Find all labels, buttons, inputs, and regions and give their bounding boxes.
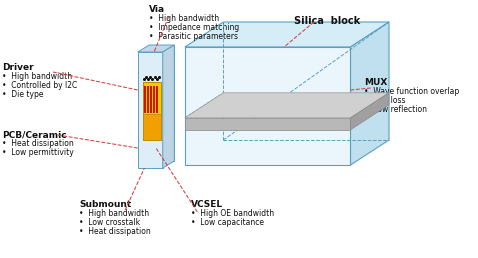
Text: •  Low crosstalk: • Low crosstalk bbox=[79, 218, 140, 227]
Text: Via: Via bbox=[149, 5, 165, 14]
Polygon shape bbox=[350, 93, 389, 130]
Text: Silica  block: Silica block bbox=[293, 16, 360, 26]
Polygon shape bbox=[138, 45, 174, 52]
Text: •  Heat dissipation: • Heat dissipation bbox=[2, 139, 74, 148]
Polygon shape bbox=[185, 22, 389, 47]
Text: VCSEL: VCSEL bbox=[191, 200, 223, 209]
Text: •  High OE bandwidth: • High OE bandwidth bbox=[191, 209, 274, 218]
Text: •  Low loss: • Low loss bbox=[364, 96, 405, 105]
Text: •  High bandwidth: • High bandwidth bbox=[79, 209, 149, 218]
Text: •  Impedance matching: • Impedance matching bbox=[149, 23, 239, 32]
Text: •  High bandwidth: • High bandwidth bbox=[149, 14, 219, 23]
Bar bbox=[142, 114, 161, 140]
Text: •  Low capacitance: • Low capacitance bbox=[191, 218, 264, 227]
Polygon shape bbox=[185, 118, 350, 130]
Text: •  Parasitic parameters: • Parasitic parameters bbox=[149, 32, 238, 41]
Text: •  Low permittivity: • Low permittivity bbox=[2, 148, 74, 157]
Text: PCB/Ceramic: PCB/Ceramic bbox=[2, 130, 66, 139]
Polygon shape bbox=[149, 45, 174, 161]
Polygon shape bbox=[185, 47, 350, 165]
Text: •  Heat dissipation: • Heat dissipation bbox=[79, 227, 151, 236]
Text: •  High bandwidth: • High bandwidth bbox=[2, 72, 72, 81]
Text: Driver: Driver bbox=[2, 63, 33, 72]
Bar bbox=[142, 82, 161, 140]
Text: •  Low reflection: • Low reflection bbox=[364, 105, 427, 114]
Text: MUX: MUX bbox=[364, 78, 387, 87]
Polygon shape bbox=[138, 52, 163, 168]
Polygon shape bbox=[185, 93, 389, 118]
Text: Submount: Submount bbox=[79, 200, 131, 209]
Text: •  Wave function overlap: • Wave function overlap bbox=[364, 87, 459, 96]
Polygon shape bbox=[350, 22, 389, 165]
Text: •  Die type: • Die type bbox=[2, 90, 43, 99]
Text: •  Controlled by I2C: • Controlled by I2C bbox=[2, 81, 77, 90]
Polygon shape bbox=[163, 45, 174, 168]
